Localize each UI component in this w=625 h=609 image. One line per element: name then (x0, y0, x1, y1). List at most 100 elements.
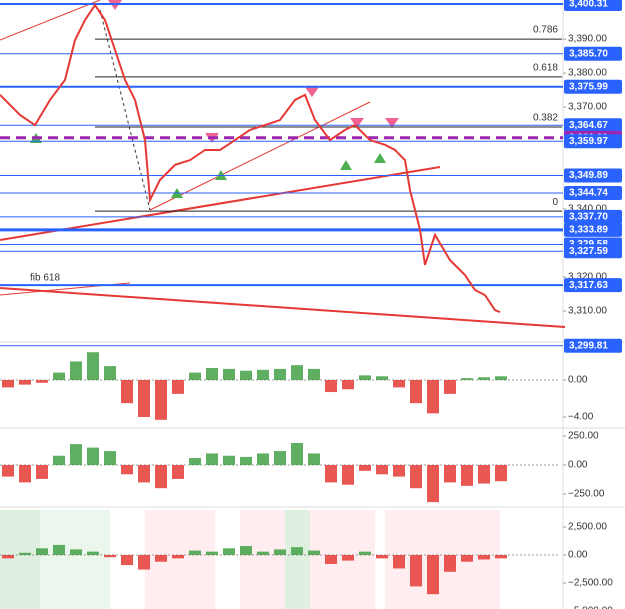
histogram-bar (155, 380, 167, 420)
histogram-bar (172, 380, 184, 394)
histogram-bar (36, 465, 48, 479)
histogram-bar (393, 465, 405, 477)
y-tick-label: −5,000.00 (568, 606, 613, 609)
y-tick-label: 3,320.00 (568, 272, 607, 283)
level-label-box (564, 278, 622, 293)
histogram-bar (87, 447, 99, 466)
histogram-bar (206, 367, 218, 380)
histogram-bar (223, 455, 235, 466)
histogram-bar (257, 369, 269, 380)
level-label: 3,375.99 (569, 81, 608, 92)
histogram-bar (410, 380, 422, 404)
y-tick-label: 3,380.00 (568, 68, 607, 79)
histogram-bar (393, 555, 405, 569)
histogram-bar (257, 453, 269, 466)
histogram-bar (104, 555, 116, 558)
histogram-bar (291, 365, 303, 380)
histogram-bar (138, 555, 150, 570)
histogram-bar (53, 372, 65, 380)
histogram-bar (87, 551, 99, 556)
level-label-box (564, 168, 622, 183)
annotation: fib 618 (30, 273, 60, 284)
level-label-box (564, 244, 622, 259)
level-label-box (564, 79, 622, 94)
histogram-bar (121, 555, 133, 566)
histogram-bar (70, 549, 82, 556)
histogram-bar (325, 465, 337, 483)
y-tick-label: 3,310.00 (568, 306, 607, 317)
histogram-bar (342, 555, 354, 561)
histogram-bar (2, 380, 14, 388)
histogram-bar (325, 555, 337, 564)
histogram-bar (155, 465, 167, 489)
fib-label: 0.786 (533, 25, 558, 36)
histogram-bar (70, 361, 82, 380)
level-label-box (564, 222, 622, 237)
histogram-bar (36, 380, 48, 383)
histogram-bar (53, 455, 65, 466)
histogram-bar (427, 555, 439, 595)
fib-label: 0.382 (533, 113, 558, 124)
price-line (0, 3, 501, 314)
histogram-bar (478, 465, 490, 484)
histogram-bar (2, 465, 14, 477)
y-tick-label: 3,390.00 (568, 34, 607, 45)
histogram-bar (376, 376, 388, 380)
level-label-box (564, 46, 622, 61)
histogram-bar (138, 380, 150, 418)
histogram-bar (308, 368, 320, 380)
histogram-bar (495, 465, 507, 482)
histogram-bar (444, 465, 456, 483)
histogram-bar (495, 555, 507, 559)
histogram-bar (189, 372, 201, 380)
histogram-bar (223, 548, 235, 556)
histogram-bar (206, 453, 218, 466)
histogram-bar (376, 465, 388, 475)
level-label: 3,327.59 (569, 246, 608, 257)
histogram-bar (291, 547, 303, 556)
histogram-bar (104, 366, 116, 380)
level-label: 3,299.81 (569, 340, 608, 351)
y-tick-label: 0.00 (568, 375, 588, 386)
y-tick-label: 250.00 (568, 431, 599, 442)
histogram-bar (342, 380, 354, 390)
histogram-bar (359, 375, 371, 380)
fib-label: 0.618 (533, 62, 558, 73)
level-label-box (564, 338, 622, 353)
histogram-bar (427, 465, 439, 503)
histogram-bar (461, 378, 473, 380)
histogram-bar (2, 555, 14, 559)
level-label-box (564, 118, 622, 133)
histogram-bar (70, 444, 82, 466)
histogram-bar (274, 368, 286, 380)
histogram-bar (240, 546, 252, 556)
histogram-bar (206, 551, 218, 556)
level-label: 3,333.89 (569, 225, 608, 236)
histogram-bar (308, 453, 320, 466)
histogram-bar (291, 442, 303, 466)
histogram-bar (257, 551, 269, 556)
histogram-bar (155, 555, 167, 562)
fib-label: 0 (552, 197, 558, 208)
histogram-bar (478, 377, 490, 380)
histogram-bar (36, 548, 48, 556)
histogram-bar (172, 465, 184, 479)
y-tick-label: 2,500.00 (568, 522, 607, 533)
histogram-bar (19, 552, 31, 556)
histogram-bar (53, 544, 65, 556)
histogram-bar (444, 380, 456, 394)
histogram-bar (274, 549, 286, 556)
level-label: 3,359.97 (569, 136, 608, 147)
histogram-bar (359, 465, 371, 471)
histogram-bar (308, 550, 320, 556)
histogram-bar (172, 555, 184, 559)
histogram-bar (19, 380, 31, 385)
histogram-bar (104, 451, 116, 466)
level-label-box (564, 209, 622, 224)
histogram-bar (87, 352, 99, 380)
histogram-bar (461, 555, 473, 562)
level-label: 3,337.70 (569, 212, 608, 223)
level-label: 3,400.31 (569, 0, 608, 10)
